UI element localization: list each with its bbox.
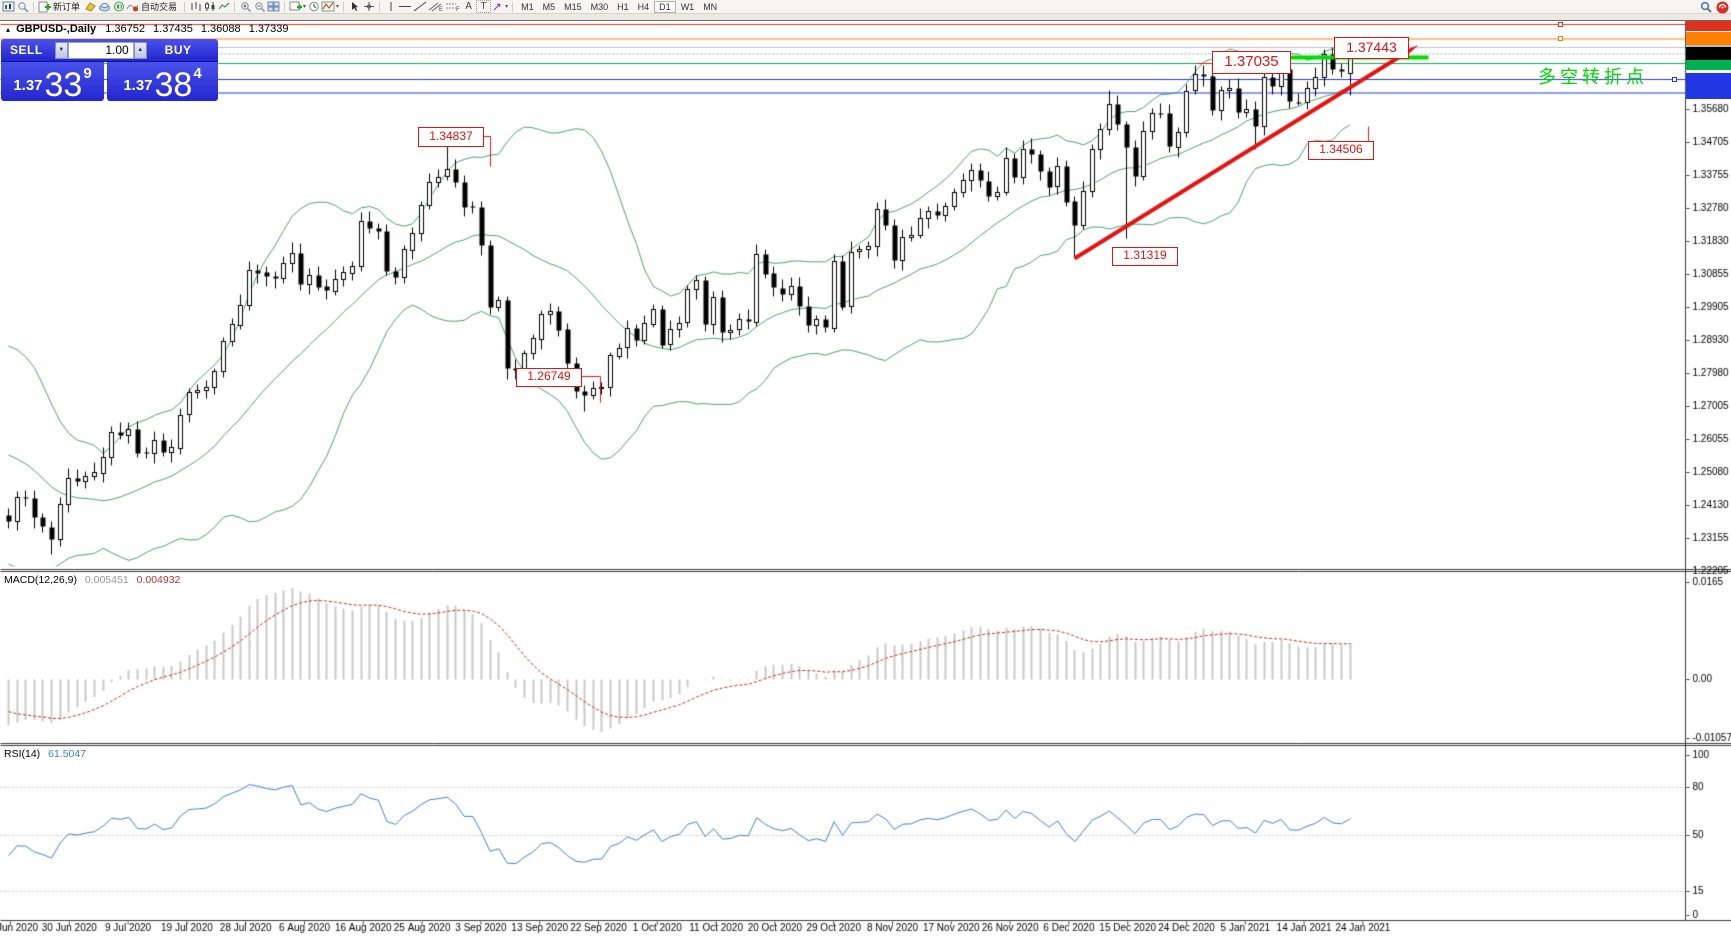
tf-m30[interactable]: M30 xyxy=(590,1,609,12)
sell-price-prefix: 1.37 xyxy=(13,77,43,94)
fibonacci-retracement-icon[interactable]: F xyxy=(445,1,461,13)
bar-chart-icon[interactable] xyxy=(189,1,202,13)
zoom-in-icon[interactable] xyxy=(239,1,252,13)
chart-window-icon[interactable] xyxy=(2,1,15,13)
tile-windows-icon[interactable] xyxy=(267,1,280,13)
price-label-orange-line[interactable]: 1.37763 xyxy=(1686,32,1731,45)
candlestick-icon[interactable] xyxy=(203,1,216,13)
macd-legend: MACD(12,26,9) 0.005451 0.004932 xyxy=(4,574,180,586)
macd-main-value: 0.005451 xyxy=(84,574,129,586)
volume-control: ▼ ▲ xyxy=(54,41,147,59)
line-chart-icon[interactable] xyxy=(217,1,230,13)
volume-input[interactable] xyxy=(67,41,134,59)
one-click-trading-panel: SELL ▼ ▲ BUY 1.37 33 9 1.37 38 4 xyxy=(1,39,218,104)
window-top-border xyxy=(0,20,1731,21)
pivot-note-text[interactable]: 多空转折点 xyxy=(1538,67,1648,87)
metaeditor-icon[interactable] xyxy=(84,1,97,13)
tf-m5[interactable]: M5 xyxy=(542,1,556,12)
price-label-blue-line-2[interactable]: 1.36162 xyxy=(1686,86,1731,99)
svg-text:E: E xyxy=(439,7,443,12)
price-callout-1-34837[interactable]: 1.34837 xyxy=(418,127,484,147)
ohlc-open: 1.36752 xyxy=(105,23,145,35)
trade-panel-top-row: SELL ▼ ▲ BUY xyxy=(1,39,218,62)
blue-line-handle[interactable] xyxy=(1672,76,1677,82)
price-label-bid: 1.37339 xyxy=(1686,47,1731,60)
autotrade-icon[interactable] xyxy=(126,1,139,13)
volume-decrease-button[interactable]: ▼ xyxy=(54,41,68,59)
red-line-handle[interactable] xyxy=(1558,21,1563,27)
vertical-line-icon[interactable] xyxy=(384,1,397,13)
text-icon[interactable]: A xyxy=(465,1,472,12)
ohlc-close: 1.37339 xyxy=(248,23,289,35)
market-watch-icon[interactable] xyxy=(16,1,29,13)
buy-price-pipette: 4 xyxy=(193,65,202,82)
svg-text:F: F xyxy=(456,7,460,12)
indicators-icon[interactable]: ▾ xyxy=(321,1,339,13)
main-toolbar: 新订单 自动交易 ▾ ▾ E F A T ▾ M1 M5 M15 M30 H xyxy=(0,0,1731,14)
new-order-icon[interactable] xyxy=(38,1,51,13)
ohlc-high: 1.37435 xyxy=(153,23,193,35)
tf-h4[interactable]: H4 xyxy=(637,1,650,12)
sell-button[interactable]: SELL xyxy=(10,43,43,57)
text-label-icon[interactable]: T xyxy=(476,0,492,13)
sell-price-big: 33 xyxy=(44,66,83,104)
search-icon[interactable] xyxy=(1699,1,1712,13)
buy-price-big: 38 xyxy=(154,66,193,104)
tf-mn[interactable]: MN xyxy=(703,1,718,12)
price-label-blue-line-1[interactable]: 1.36570 xyxy=(1686,72,1731,86)
buy-button[interactable]: BUY xyxy=(164,43,192,57)
autotrade-label[interactable]: 自动交易 xyxy=(141,2,178,12)
price-callout-1-26749[interactable]: 1.26749 xyxy=(516,368,582,387)
history-center-icon[interactable] xyxy=(98,1,111,13)
price-callout-1-34506[interactable]: 1.34506 xyxy=(1308,141,1374,160)
buy-price-box[interactable]: 1.37 38 4 xyxy=(107,62,218,104)
buy-price-prefix: 1.37 xyxy=(123,77,153,94)
arrows-icon[interactable]: ▾ xyxy=(492,1,508,13)
new-chart-icon[interactable]: ▾ xyxy=(289,1,306,13)
tf-m15[interactable]: M15 xyxy=(564,1,582,12)
sell-price-box[interactable]: 1.37 33 9 xyxy=(1,62,104,104)
tf-h1[interactable]: H1 xyxy=(617,1,629,12)
tf-d1[interactable]: D1 xyxy=(654,0,676,13)
cursor-icon[interactable] xyxy=(348,1,361,13)
chart-corner-icon: ▴ xyxy=(6,25,11,34)
macd-name: MACD(12,26,9) xyxy=(4,574,77,586)
tf-w1[interactable]: W1 xyxy=(680,1,695,12)
price-callout-1-37035[interactable]: 1.37035 xyxy=(1212,51,1291,74)
orange-line-handle[interactable] xyxy=(1558,36,1563,41)
price-callout-1-31319[interactable]: 1.31319 xyxy=(1112,247,1178,266)
trendline-icon[interactable] xyxy=(413,1,427,13)
sound-icon[interactable] xyxy=(112,1,125,13)
window-gap-strip xyxy=(0,14,1731,20)
rsi-legend: RSI(14) 61.5047 xyxy=(4,748,86,760)
price-callout-1-37443[interactable]: 1.37443 xyxy=(1334,37,1409,59)
alert-notification-icon[interactable] xyxy=(1716,1,1729,13)
sell-price-pipette: 9 xyxy=(83,65,92,82)
tf-m1[interactable]: M1 xyxy=(521,1,534,12)
chart-title: ▴ GBPUSD-,Daily 1.36752 1.37435 1.36088 … xyxy=(6,23,293,35)
zoom-out-icon[interactable] xyxy=(253,1,266,13)
crosshair-icon[interactable] xyxy=(362,1,375,13)
macd-signal-value: 0.004932 xyxy=(136,574,181,586)
new-order-label[interactable]: 新订单 xyxy=(53,2,81,12)
fibonacci-channel-icon[interactable]: E xyxy=(428,1,444,13)
ohlc-low: 1.36088 xyxy=(200,23,241,35)
rsi-name: RSI(14) xyxy=(4,748,41,760)
horizontal-line-icon[interactable] xyxy=(398,1,412,13)
rsi-value: 61.5047 xyxy=(48,748,87,760)
volume-increase-button[interactable]: ▲ xyxy=(133,41,147,59)
symbol-name: GBPUSD-,Daily xyxy=(16,23,97,35)
clock-icon[interactable] xyxy=(307,1,320,13)
